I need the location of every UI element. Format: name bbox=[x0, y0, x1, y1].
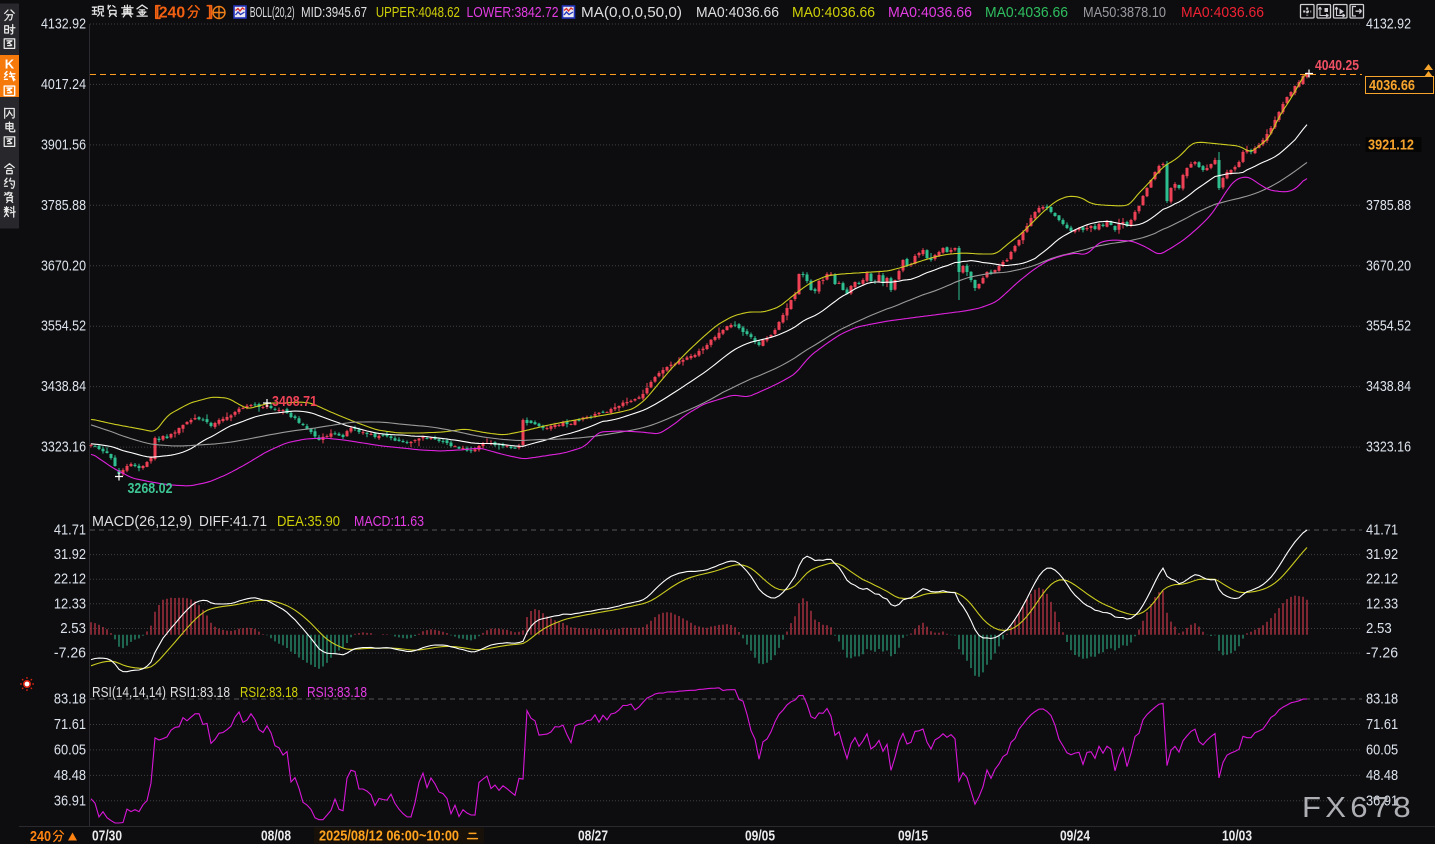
svg-text:22.12: 22.12 bbox=[54, 571, 86, 588]
svg-text:UPPER:4048.62: UPPER:4048.62 bbox=[376, 4, 460, 21]
svg-text:BOLL(20,2): BOLL(20,2) bbox=[250, 4, 295, 21]
svg-text:K: K bbox=[5, 57, 15, 72]
svg-text:4132.92: 4132.92 bbox=[1366, 16, 1411, 33]
svg-text:3554.52: 3554.52 bbox=[1366, 318, 1411, 335]
svg-text:3323.16: 3323.16 bbox=[41, 439, 86, 456]
svg-text:MA0:4036.66: MA0:4036.66 bbox=[985, 4, 1068, 21]
svg-text:DEA:35.90: DEA:35.90 bbox=[277, 513, 340, 530]
svg-text:09/15: 09/15 bbox=[898, 828, 928, 844]
svg-text:2.53: 2.53 bbox=[60, 620, 86, 637]
svg-text:4036.66: 4036.66 bbox=[1369, 77, 1415, 94]
svg-text:MA0:4036.66: MA0:4036.66 bbox=[888, 4, 972, 21]
svg-text:41.71: 41.71 bbox=[54, 522, 86, 539]
svg-text:31.92: 31.92 bbox=[54, 546, 86, 563]
svg-text:DIFF:41.71: DIFF:41.71 bbox=[199, 513, 267, 530]
svg-text:36.91: 36.91 bbox=[54, 792, 86, 809]
svg-text:2025/08/12 06:00~10:00: 2025/08/12 06:00~10:00 bbox=[319, 828, 459, 844]
svg-text:08/08: 08/08 bbox=[261, 828, 291, 844]
svg-text:36.91: 36.91 bbox=[1366, 792, 1398, 809]
svg-text:3901.56: 3901.56 bbox=[41, 136, 86, 153]
svg-text:07/30: 07/30 bbox=[92, 828, 122, 844]
svg-text:-7.26: -7.26 bbox=[54, 645, 86, 662]
svg-text:240: 240 bbox=[159, 5, 186, 22]
svg-text:08/27: 08/27 bbox=[578, 828, 608, 844]
svg-text:31.92: 31.92 bbox=[1366, 546, 1398, 563]
svg-text:41.71: 41.71 bbox=[1366, 522, 1398, 539]
svg-text:3670.20: 3670.20 bbox=[1366, 257, 1411, 274]
svg-text:3268.02: 3268.02 bbox=[128, 480, 173, 497]
svg-text:3438.84: 3438.84 bbox=[1366, 378, 1411, 395]
svg-text:MACD(26,12,9): MACD(26,12,9) bbox=[92, 513, 192, 530]
svg-text:240: 240 bbox=[30, 828, 51, 844]
svg-text:48.48: 48.48 bbox=[1366, 767, 1398, 784]
svg-text:48.48: 48.48 bbox=[54, 767, 86, 784]
svg-text:09/24: 09/24 bbox=[1060, 828, 1091, 844]
svg-text:3785.88: 3785.88 bbox=[1366, 197, 1411, 214]
svg-text:MA0:4036.66: MA0:4036.66 bbox=[696, 4, 779, 21]
svg-text:12.33: 12.33 bbox=[54, 595, 86, 612]
svg-text:3785.88: 3785.88 bbox=[41, 197, 86, 214]
svg-text:4040.25: 4040.25 bbox=[1315, 57, 1359, 74]
svg-text:3921.12: 3921.12 bbox=[1368, 137, 1414, 154]
svg-text:3670.20: 3670.20 bbox=[41, 257, 86, 274]
svg-text:3408.71: 3408.71 bbox=[272, 393, 317, 410]
svg-text:3554.52: 3554.52 bbox=[41, 318, 86, 335]
svg-text:71.61: 71.61 bbox=[54, 716, 86, 733]
svg-text:60.05: 60.05 bbox=[1366, 741, 1398, 758]
svg-text:RSI(14,14,14): RSI(14,14,14) bbox=[92, 684, 166, 701]
svg-text:RSI1:83.18: RSI1:83.18 bbox=[170, 684, 230, 701]
svg-text:3323.16: 3323.16 bbox=[1366, 439, 1411, 456]
svg-text:4132.92: 4132.92 bbox=[41, 16, 86, 33]
svg-text:MA(0,0,0,50,0): MA(0,0,0,50,0) bbox=[581, 4, 682, 21]
svg-text:RSI2:83.18: RSI2:83.18 bbox=[240, 684, 298, 701]
svg-text:22.12: 22.12 bbox=[1366, 571, 1398, 588]
svg-text:4017.24: 4017.24 bbox=[41, 76, 86, 93]
svg-text:71.61: 71.61 bbox=[1366, 716, 1398, 733]
svg-text:MA50:3878.10: MA50:3878.10 bbox=[1083, 4, 1166, 21]
svg-text:RSI3:83.18: RSI3:83.18 bbox=[307, 684, 367, 701]
svg-text:MA0:4036.66: MA0:4036.66 bbox=[792, 4, 875, 21]
svg-text:12.33: 12.33 bbox=[1366, 595, 1398, 612]
svg-text:LOWER:3842.72: LOWER:3842.72 bbox=[467, 4, 559, 21]
svg-text:FX678: FX678 bbox=[1302, 792, 1415, 824]
svg-text:09/05: 09/05 bbox=[745, 828, 775, 844]
svg-text:MID:3945.67: MID:3945.67 bbox=[301, 4, 367, 21]
svg-text:MA0:4036.66: MA0:4036.66 bbox=[1181, 4, 1264, 21]
svg-text:-7.26: -7.26 bbox=[1366, 645, 1398, 662]
svg-text:60.05: 60.05 bbox=[54, 741, 86, 758]
svg-text:83.18: 83.18 bbox=[54, 691, 86, 708]
svg-text:10/03: 10/03 bbox=[1222, 828, 1252, 844]
svg-text:83.18: 83.18 bbox=[1366, 691, 1398, 708]
svg-text:2.53: 2.53 bbox=[1366, 620, 1392, 637]
svg-text:MACD:11.63: MACD:11.63 bbox=[354, 513, 424, 530]
svg-text:3438.84: 3438.84 bbox=[41, 378, 86, 395]
